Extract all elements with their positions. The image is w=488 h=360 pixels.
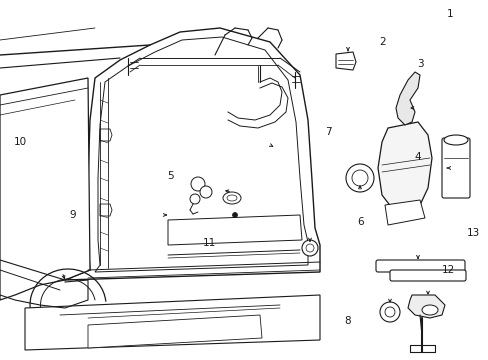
Ellipse shape (223, 192, 241, 204)
Polygon shape (395, 72, 419, 125)
FancyBboxPatch shape (389, 270, 465, 281)
Text: 10: 10 (14, 137, 27, 147)
Text: 11: 11 (202, 238, 216, 248)
Ellipse shape (443, 135, 467, 145)
Text: 12: 12 (441, 265, 455, 275)
Text: 3: 3 (416, 59, 423, 69)
Ellipse shape (226, 195, 237, 201)
Circle shape (191, 177, 204, 191)
Text: 9: 9 (69, 210, 76, 220)
Text: 4: 4 (414, 152, 421, 162)
Circle shape (346, 164, 373, 192)
Text: 13: 13 (466, 228, 479, 238)
Polygon shape (377, 122, 431, 212)
Circle shape (351, 170, 367, 186)
Circle shape (302, 240, 317, 256)
Circle shape (232, 212, 237, 217)
FancyBboxPatch shape (375, 260, 464, 272)
Polygon shape (335, 52, 355, 70)
Text: 2: 2 (378, 37, 385, 48)
Polygon shape (384, 200, 424, 225)
Polygon shape (100, 204, 112, 216)
Ellipse shape (421, 305, 437, 315)
Circle shape (190, 194, 200, 204)
Polygon shape (88, 315, 262, 348)
Polygon shape (100, 129, 112, 141)
Circle shape (384, 307, 394, 317)
Text: 6: 6 (357, 217, 364, 228)
FancyBboxPatch shape (441, 138, 469, 198)
Polygon shape (168, 215, 302, 245)
Polygon shape (65, 28, 319, 280)
Circle shape (305, 244, 313, 252)
Circle shape (379, 302, 399, 322)
Circle shape (200, 186, 212, 198)
Text: 8: 8 (343, 316, 350, 326)
Text: 1: 1 (446, 9, 452, 19)
Polygon shape (25, 295, 319, 350)
Polygon shape (407, 295, 444, 318)
Polygon shape (0, 78, 90, 300)
Text: 7: 7 (325, 127, 331, 138)
Text: 5: 5 (166, 171, 173, 181)
